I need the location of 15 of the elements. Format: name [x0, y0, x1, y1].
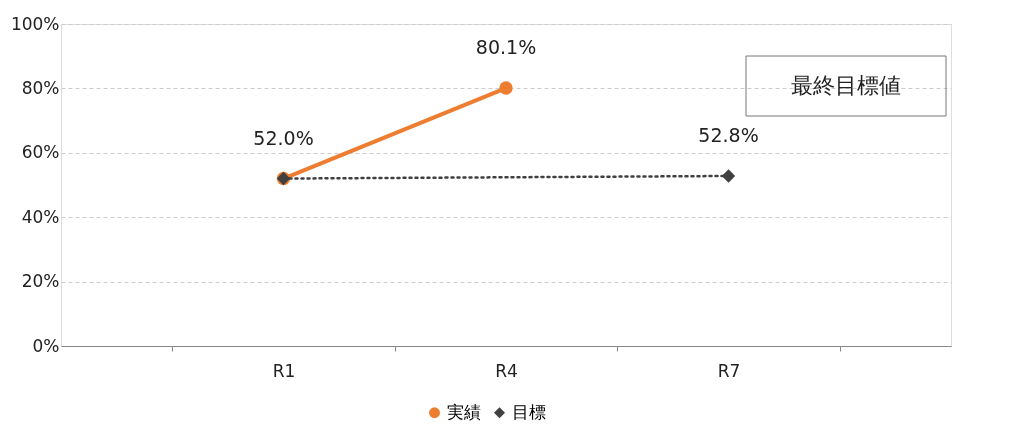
data-label: 52.8% — [698, 123, 759, 146]
y-tick-label: 80% — [21, 77, 60, 98]
y-tick-label: 20% — [21, 271, 60, 292]
data-label: 80.1% — [475, 36, 537, 59]
legend-label: 目標 — [512, 401, 546, 422]
y-tick-label: 40% — [21, 206, 60, 227]
y-tick-label: 0% — [32, 335, 60, 356]
x-tick-label: R4 — [495, 360, 518, 381]
x-tick-label: R7 — [717, 360, 741, 381]
y-tick-label: 100% — [10, 13, 60, 34]
data-label: 52.0% — [253, 126, 314, 149]
legend-label: 実績 — [447, 401, 481, 422]
x-tick-label: R1 — [272, 360, 296, 381]
annotation: 最終目標値 — [791, 73, 901, 98]
y-tick-label: 60% — [21, 142, 60, 163]
